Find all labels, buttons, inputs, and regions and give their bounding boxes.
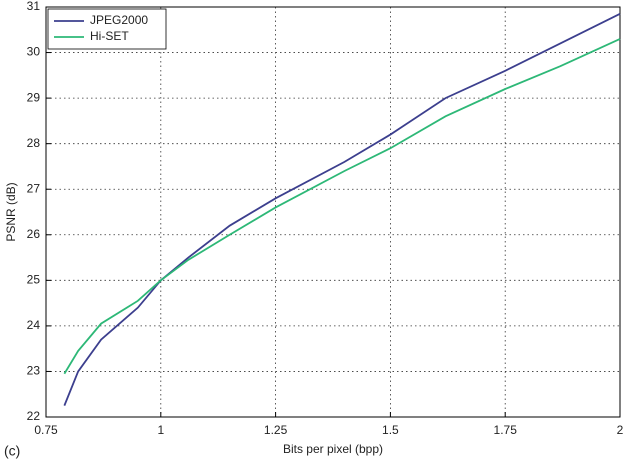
x-tick-label: 1.5 (382, 423, 399, 437)
x-tick-label: 2 (617, 423, 624, 437)
plot-frame (45, 6, 621, 418)
x-tick-label: 1.25 (264, 423, 288, 437)
x-tick-label: 1.75 (494, 423, 518, 437)
y-tick-label: 25 (27, 273, 41, 287)
series-line (63, 38, 621, 375)
y-tick-label: 30 (27, 45, 41, 59)
x-axis-label: Bits per pixel (bpp) (283, 442, 383, 456)
panel-label: (c) (4, 443, 20, 459)
y-tick-label: 22 (27, 409, 41, 423)
y-tick-label: 26 (27, 227, 41, 241)
y-axis-label: PSNR (dB) (4, 182, 18, 241)
legend-label: JPEG2000 (90, 13, 148, 27)
y-tick-label: 24 (27, 318, 41, 332)
legend-box (47, 8, 167, 50)
y-tick-label: 31 (27, 0, 41, 13)
x-tick-label: 1 (157, 423, 164, 437)
y-tick-label: 27 (27, 181, 41, 195)
x-tick-label: 0.75 (34, 423, 58, 437)
y-tick-label: 28 (27, 136, 41, 150)
legend-label: Hi-SET (90, 29, 129, 43)
y-tick-label: 29 (27, 90, 41, 104)
y-tick-label: 23 (27, 364, 41, 378)
series-line (63, 13, 621, 406)
